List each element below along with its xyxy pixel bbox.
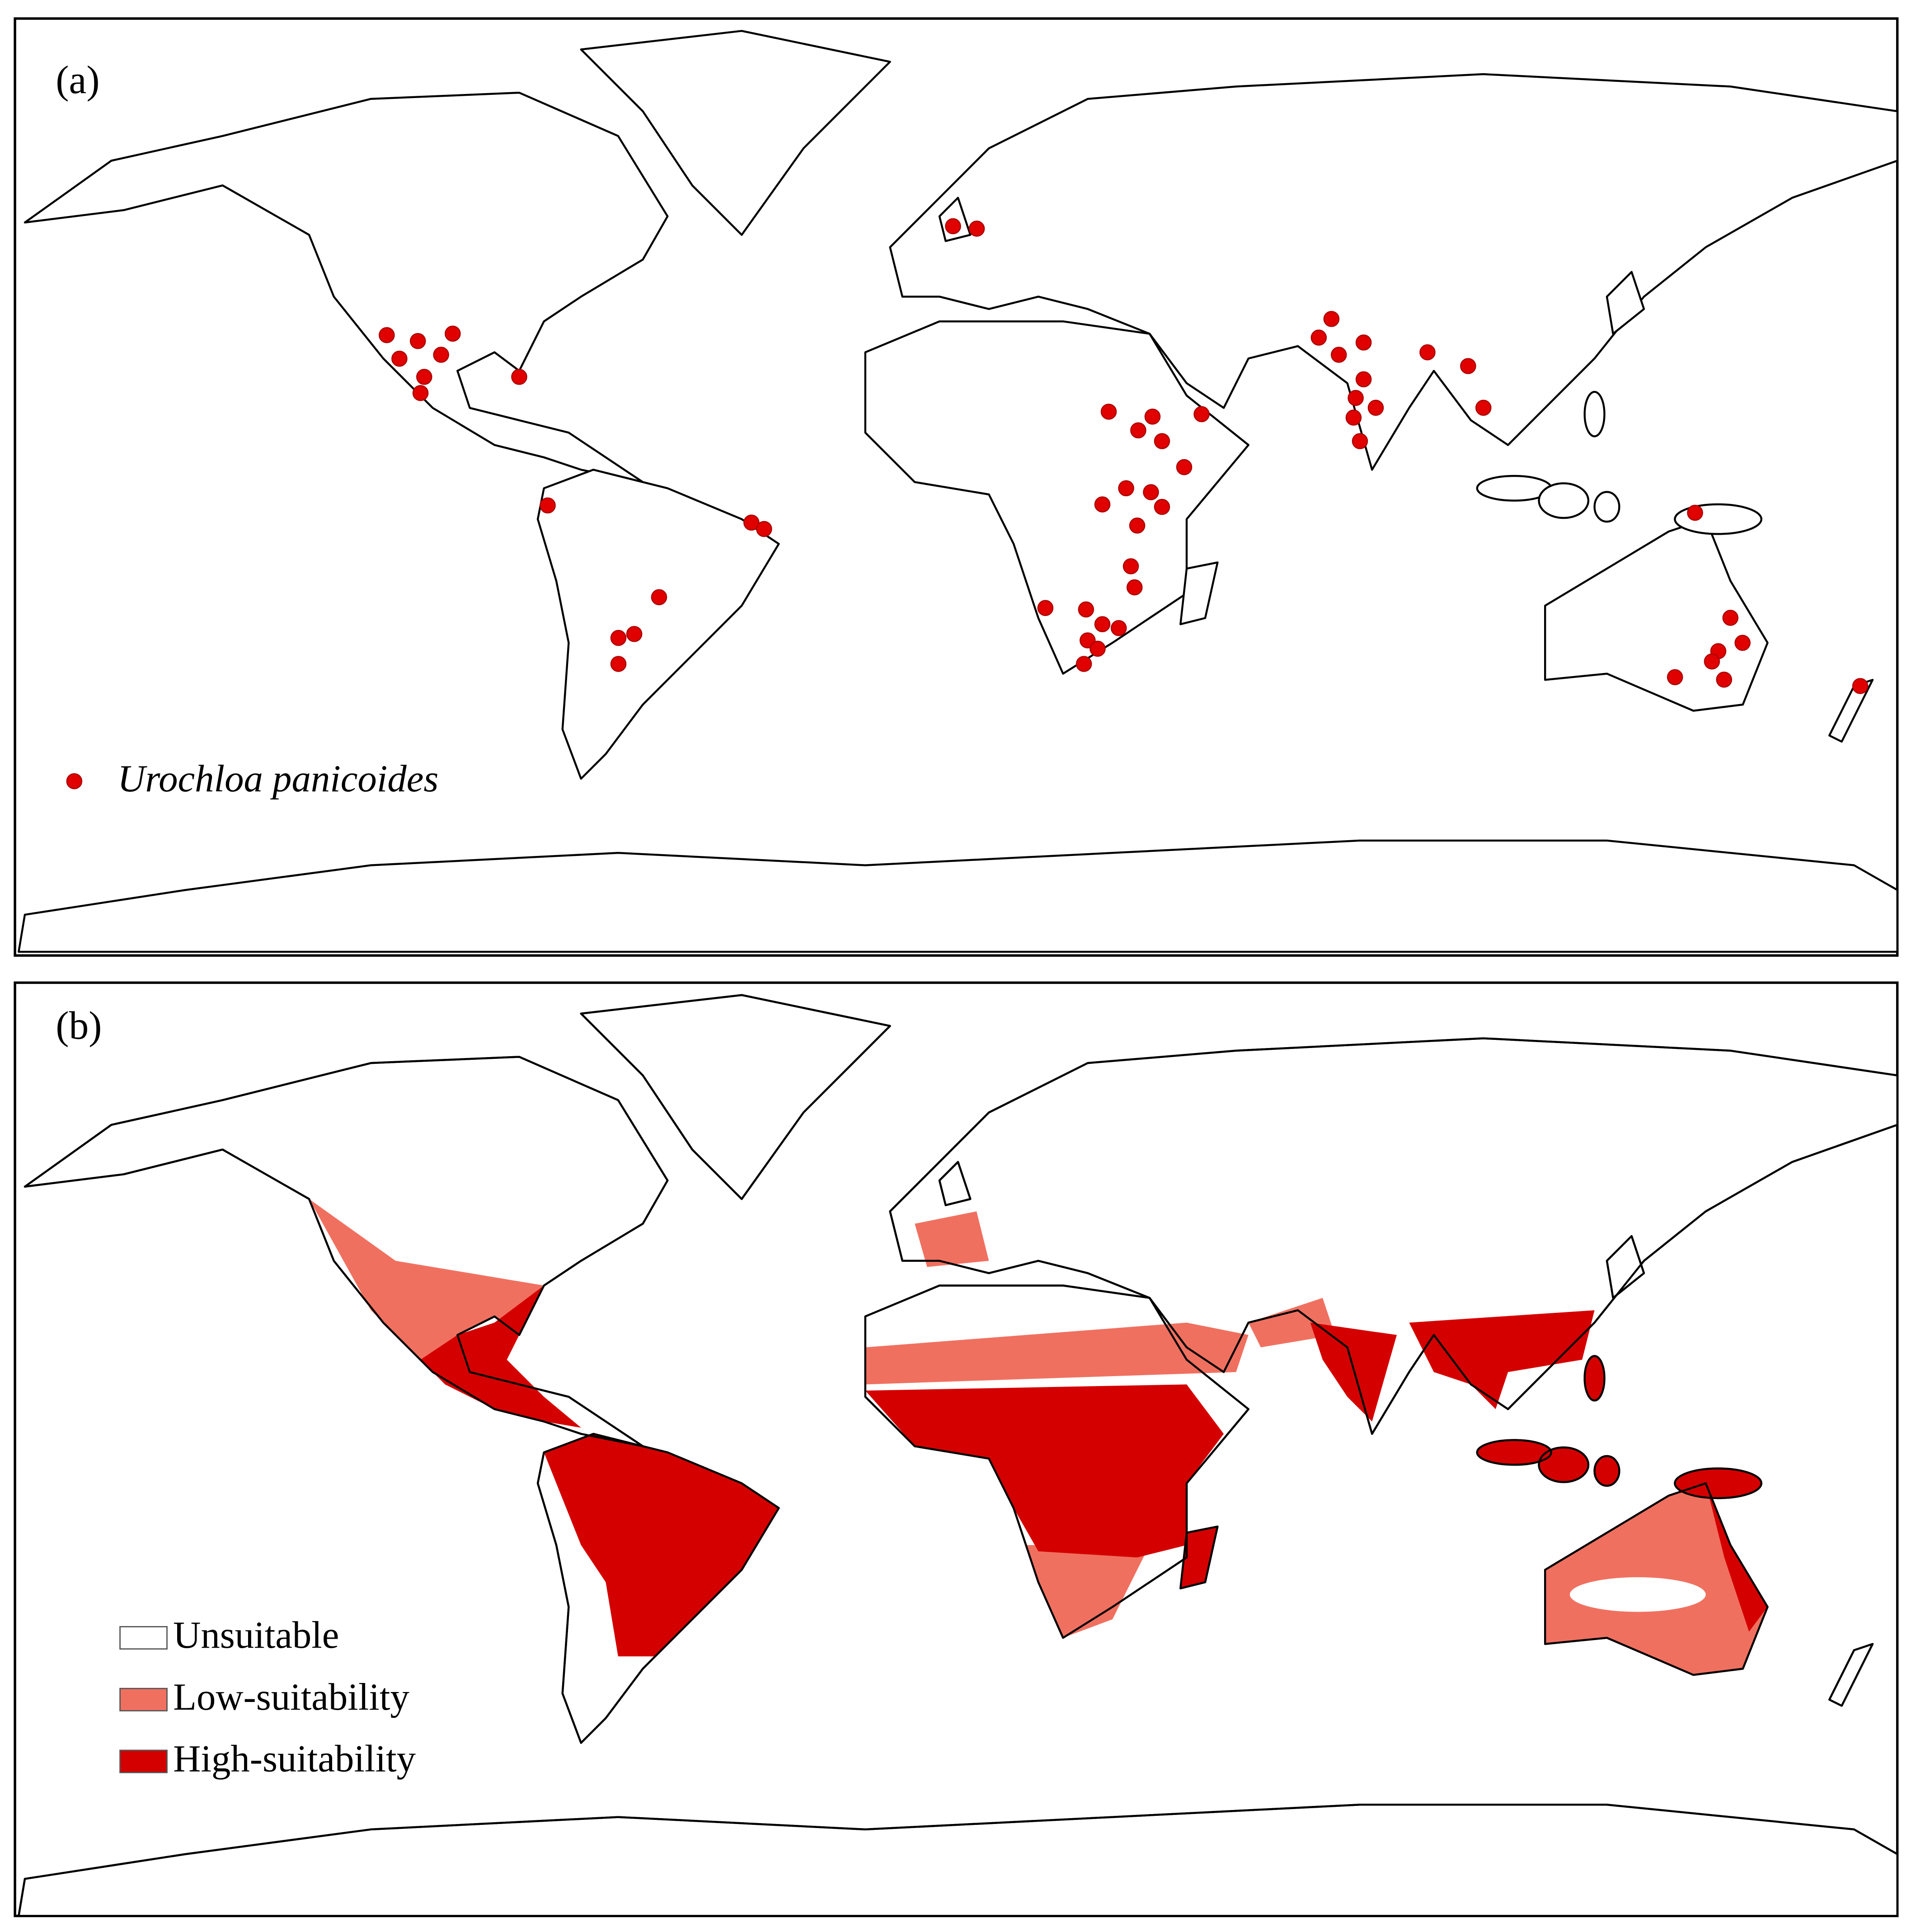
occurrence-point [1852, 678, 1869, 694]
occurrence-point [1037, 600, 1054, 616]
occurrence-point [409, 333, 426, 349]
panel-label: (a) [56, 58, 99, 102]
occurrence-point [1687, 504, 1703, 521]
occurrence-point [1130, 422, 1146, 439]
occurrence-point [1129, 517, 1146, 534]
occurrence-point [1154, 433, 1170, 449]
occurrence-point [610, 630, 627, 646]
occurrence-point [1176, 459, 1193, 475]
occurrence-point [1330, 347, 1347, 363]
occurrence-point [540, 497, 556, 514]
occurrence-point [1089, 640, 1106, 657]
occurrence-point [412, 385, 429, 401]
occurrence-point [1323, 310, 1340, 327]
legend-text: Low-suitability [173, 1676, 409, 1718]
occurrence-point [743, 514, 760, 531]
occurrence-point [1716, 672, 1733, 688]
occurrence-point [626, 626, 643, 642]
occurrence-point [1310, 329, 1327, 346]
occurrence-point [968, 221, 985, 237]
occurrence-point [1419, 344, 1436, 361]
occurrence-points [379, 218, 1869, 694]
occurrence-point [379, 327, 395, 343]
occurrence-point [1667, 669, 1683, 686]
occurrence-point [1143, 484, 1159, 500]
occurrence-point [391, 350, 408, 367]
occurrence-point [1154, 498, 1170, 515]
occurrence-point [610, 656, 627, 672]
occurrence-point [445, 325, 461, 342]
occurrence-point [1355, 371, 1372, 388]
occurrence-point [1704, 653, 1720, 670]
occurrence-point [511, 369, 527, 385]
occurrence-point [1352, 433, 1368, 449]
occurrence-point [1100, 404, 1117, 420]
legend-symbol [66, 773, 83, 790]
occurrence-point [1144, 409, 1161, 425]
legend-swatch [119, 1688, 168, 1711]
occurrence-point [1345, 409, 1362, 426]
occurrence-point [1734, 635, 1751, 651]
legend-swatch [119, 1749, 168, 1773]
panel-a: (a) Urochloa panicoides [14, 17, 1899, 957]
occurrence-point [1367, 400, 1384, 416]
occurrence-point [1722, 610, 1739, 626]
legend-text: High-suitability [173, 1738, 416, 1780]
legend-text: Urochloa panicoides [117, 757, 438, 800]
occurrence-point [1094, 496, 1111, 512]
occurrence-point [1110, 620, 1127, 636]
occurrence-point [1078, 601, 1094, 618]
legend-swatch [119, 1626, 168, 1650]
occurrence-point [433, 347, 449, 363]
occurrence-point [1193, 406, 1210, 423]
legend-text: Unsuitable [173, 1614, 339, 1656]
occurrence-point [1075, 656, 1092, 672]
occurrence-point [1122, 558, 1139, 574]
occurrence-point [1355, 334, 1372, 351]
occurrence-point [416, 369, 432, 385]
occurrence-point [945, 218, 961, 235]
occurrence-point [651, 589, 667, 606]
occurrence-point [1348, 390, 1364, 406]
occurrence-point [1126, 579, 1143, 596]
panel-label: (b) [56, 1003, 102, 1047]
suitability [309, 1199, 1768, 1675]
occurrence-point [1094, 616, 1111, 632]
panel-b: (b) Unsuitable Low-suitability High-suit… [14, 981, 1899, 1918]
occurrence-point [756, 521, 772, 537]
occurrence-point [1475, 400, 1492, 416]
occurrence-point [1118, 480, 1134, 497]
occurrence-point [1460, 358, 1476, 374]
